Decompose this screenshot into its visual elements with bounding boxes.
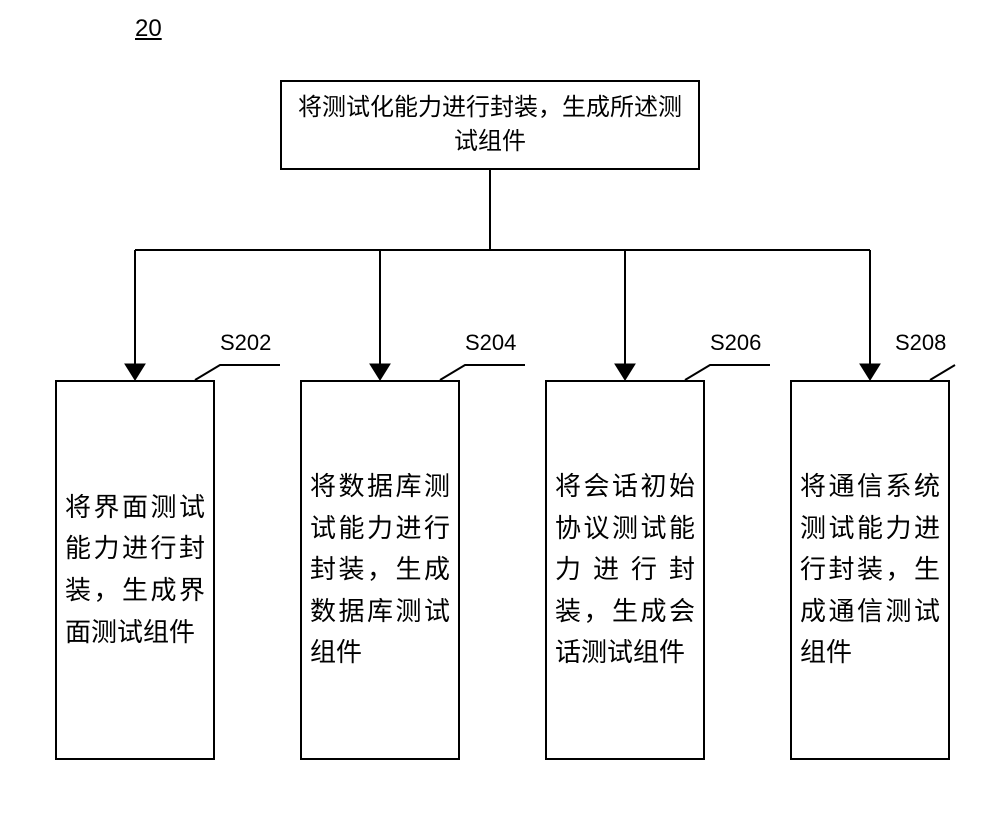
ref-label: 20 bbox=[135, 15, 162, 43]
step-label-s208: S208 bbox=[895, 330, 946, 356]
top-box: 将测试化能力进行封装，生成所述测试组件 bbox=[280, 80, 700, 170]
step-box-text: 将通信系统测试能力进行封装，生成通信测试组件 bbox=[800, 466, 940, 674]
step-label-s202: S202 bbox=[220, 330, 271, 356]
step-box-s204: 将数据库测试能力进行封装，生成数据库测试组件 bbox=[300, 380, 460, 760]
top-box-text: 将测试化能力进行封装，生成所述测试组件 bbox=[288, 91, 692, 158]
step-box-s206: 将会话初始协议测试能力进行封装，生成会话测试组件 bbox=[545, 380, 705, 760]
step-box-text: 将界面测试能力进行封装，生成界面测试组件 bbox=[65, 487, 205, 653]
step-box-text: 将会话初始协议测试能力进行封装，生成会话测试组件 bbox=[555, 466, 695, 674]
step-label-s204: S204 bbox=[465, 330, 516, 356]
step-box-s202: 将界面测试能力进行封装，生成界面测试组件 bbox=[55, 380, 215, 760]
step-box-s208: 将通信系统测试能力进行封装，生成通信测试组件 bbox=[790, 380, 950, 760]
step-label-s206: S206 bbox=[710, 330, 761, 356]
diagram-canvas: 20 将测试化能力进行封装，生成所述测试组件 S202 将界面测试能力进行封装，生… bbox=[0, 0, 1000, 837]
step-box-text: 将数据库测试能力进行封装，生成数据库测试组件 bbox=[310, 466, 450, 674]
